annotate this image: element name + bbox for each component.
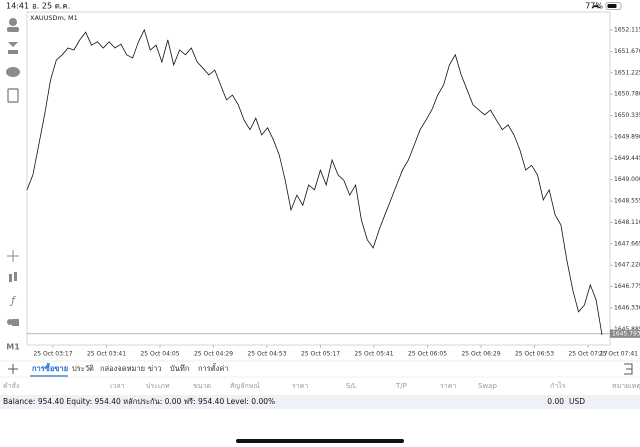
home-indicator xyxy=(236,439,404,443)
battery-level xyxy=(607,4,617,8)
new-order-icon[interactable] xyxy=(7,88,19,103)
x-tick-label: 25 Oct 05:41 xyxy=(354,351,393,358)
x-tick-label: 25 Oct 06:05 xyxy=(408,351,447,358)
column-header: กำไร xyxy=(550,381,566,390)
tab[interactable]: ข่าว xyxy=(148,364,162,373)
status-date: อ. 25 ต.ค. xyxy=(32,2,70,11)
trade-icon[interactable] xyxy=(8,42,18,54)
chat-icon[interactable] xyxy=(6,67,20,77)
y-tick-label: 1649.890 xyxy=(614,133,640,140)
battery-icon xyxy=(605,2,622,10)
status-time: 14:41 xyxy=(6,2,29,11)
column-header: เวลา xyxy=(110,382,125,390)
column-header: ประเภท xyxy=(146,382,170,390)
objects-icon[interactable] xyxy=(7,319,13,325)
x-tick-label: 25 Oct 06:29 xyxy=(461,351,500,358)
left-toolbar: ƒ xyxy=(6,18,20,326)
indicator-icon[interactable] xyxy=(9,274,12,282)
table-header: คำสั่ง เวลา ประเภท ขนาด สัญลักษณ์ ราคา S/L T/P ร… xyxy=(3,381,640,390)
x-tick-label: 25 Oct 07:41 xyxy=(599,351,638,358)
column-header: ขนาด xyxy=(193,382,211,390)
x-tick-label: 25 Oct 04:53 xyxy=(247,351,286,358)
column-header: หมายเหตุ xyxy=(612,382,640,390)
y-tick-label: 1648.555 xyxy=(614,198,640,205)
column-header: S/L xyxy=(346,382,357,390)
tab[interactable]: กล่องจดหมาย xyxy=(100,364,145,373)
x-tick-label: 25 Oct 07:17 xyxy=(568,351,607,358)
balance-row-bg xyxy=(0,395,640,409)
y-tick-label: 1648.110 xyxy=(614,219,640,226)
function-icon[interactable]: ƒ xyxy=(9,294,17,307)
tab[interactable]: การซื้อขาย xyxy=(32,362,68,373)
y-tick-label: 1650.335 xyxy=(614,112,640,119)
y-tick-label: 1652.115 xyxy=(614,27,640,34)
y-tick-label: 1650.780 xyxy=(614,91,640,98)
tabs: การซื้อขาย ประวัติ กล่องจดหมาย ข่าว บันทึก กา… xyxy=(30,362,229,377)
column-header: ราคา xyxy=(292,382,308,390)
x-tick-label: 25 Oct 04:05 xyxy=(140,351,179,358)
y-tick-label: 1651.225 xyxy=(614,69,640,76)
y-tick-label: 1649.000 xyxy=(614,176,640,183)
crosshair-icon[interactable] xyxy=(7,250,19,262)
account-icon[interactable] xyxy=(9,18,17,26)
y-tick-label: 1647.220 xyxy=(614,262,640,269)
current-price-label: 1645.793 xyxy=(612,330,640,337)
panel-icon[interactable] xyxy=(624,363,633,375)
column-header: Swap xyxy=(478,382,497,390)
x-tick-label: 25 Oct 03:17 xyxy=(33,351,72,358)
profit-total: 0.00 xyxy=(547,397,564,406)
currency: USD xyxy=(569,397,585,406)
account-icon-body xyxy=(7,27,19,32)
x-tick-label: 25 Oct 03:41 xyxy=(87,351,126,358)
price-line xyxy=(26,28,603,335)
x-tick-label: 25 Oct 04:29 xyxy=(194,351,233,358)
balance-summary: Balance: 954.40 Equity: 954.40 หลักประกั… xyxy=(3,397,275,406)
timeframe-button[interactable]: M1 xyxy=(6,343,20,352)
chart-title: XAUUSDm, M1 xyxy=(30,14,78,22)
objects-icon-square xyxy=(12,319,19,326)
tab[interactable]: การตั้งค่า xyxy=(198,363,229,373)
column-header: คำสั่ง xyxy=(3,381,19,390)
y-tick-label: 1645.885 xyxy=(614,326,640,333)
chart-layer: 1652.115 1651.670 1651.225 1650.780 1650.335… xyxy=(26,27,640,358)
add-button[interactable] xyxy=(8,364,18,374)
tab[interactable]: ประวัติ xyxy=(72,364,94,373)
tab[interactable]: บันทึก xyxy=(170,364,189,373)
y-tick-label: 1647.665 xyxy=(614,240,640,247)
y-tick-label: 1646.330 xyxy=(614,305,640,312)
column-header: สัญลักษณ์ xyxy=(230,382,260,390)
current-price-box xyxy=(610,329,640,338)
x-tick-label: 25 Oct 05:17 xyxy=(301,351,340,358)
y-tick-label: 1646.775 xyxy=(614,283,640,290)
column-header: ราคา xyxy=(440,382,456,390)
column-header: T/P xyxy=(395,382,407,390)
x-tick-label: 25 Oct 06:53 xyxy=(515,351,554,358)
wifi-icon xyxy=(591,5,601,9)
indicator-icon-bar xyxy=(14,272,17,281)
chart-frame xyxy=(26,11,611,346)
y-tick-label: 1649.445 xyxy=(614,155,640,162)
y-tick-label: 1651.670 xyxy=(614,48,640,55)
